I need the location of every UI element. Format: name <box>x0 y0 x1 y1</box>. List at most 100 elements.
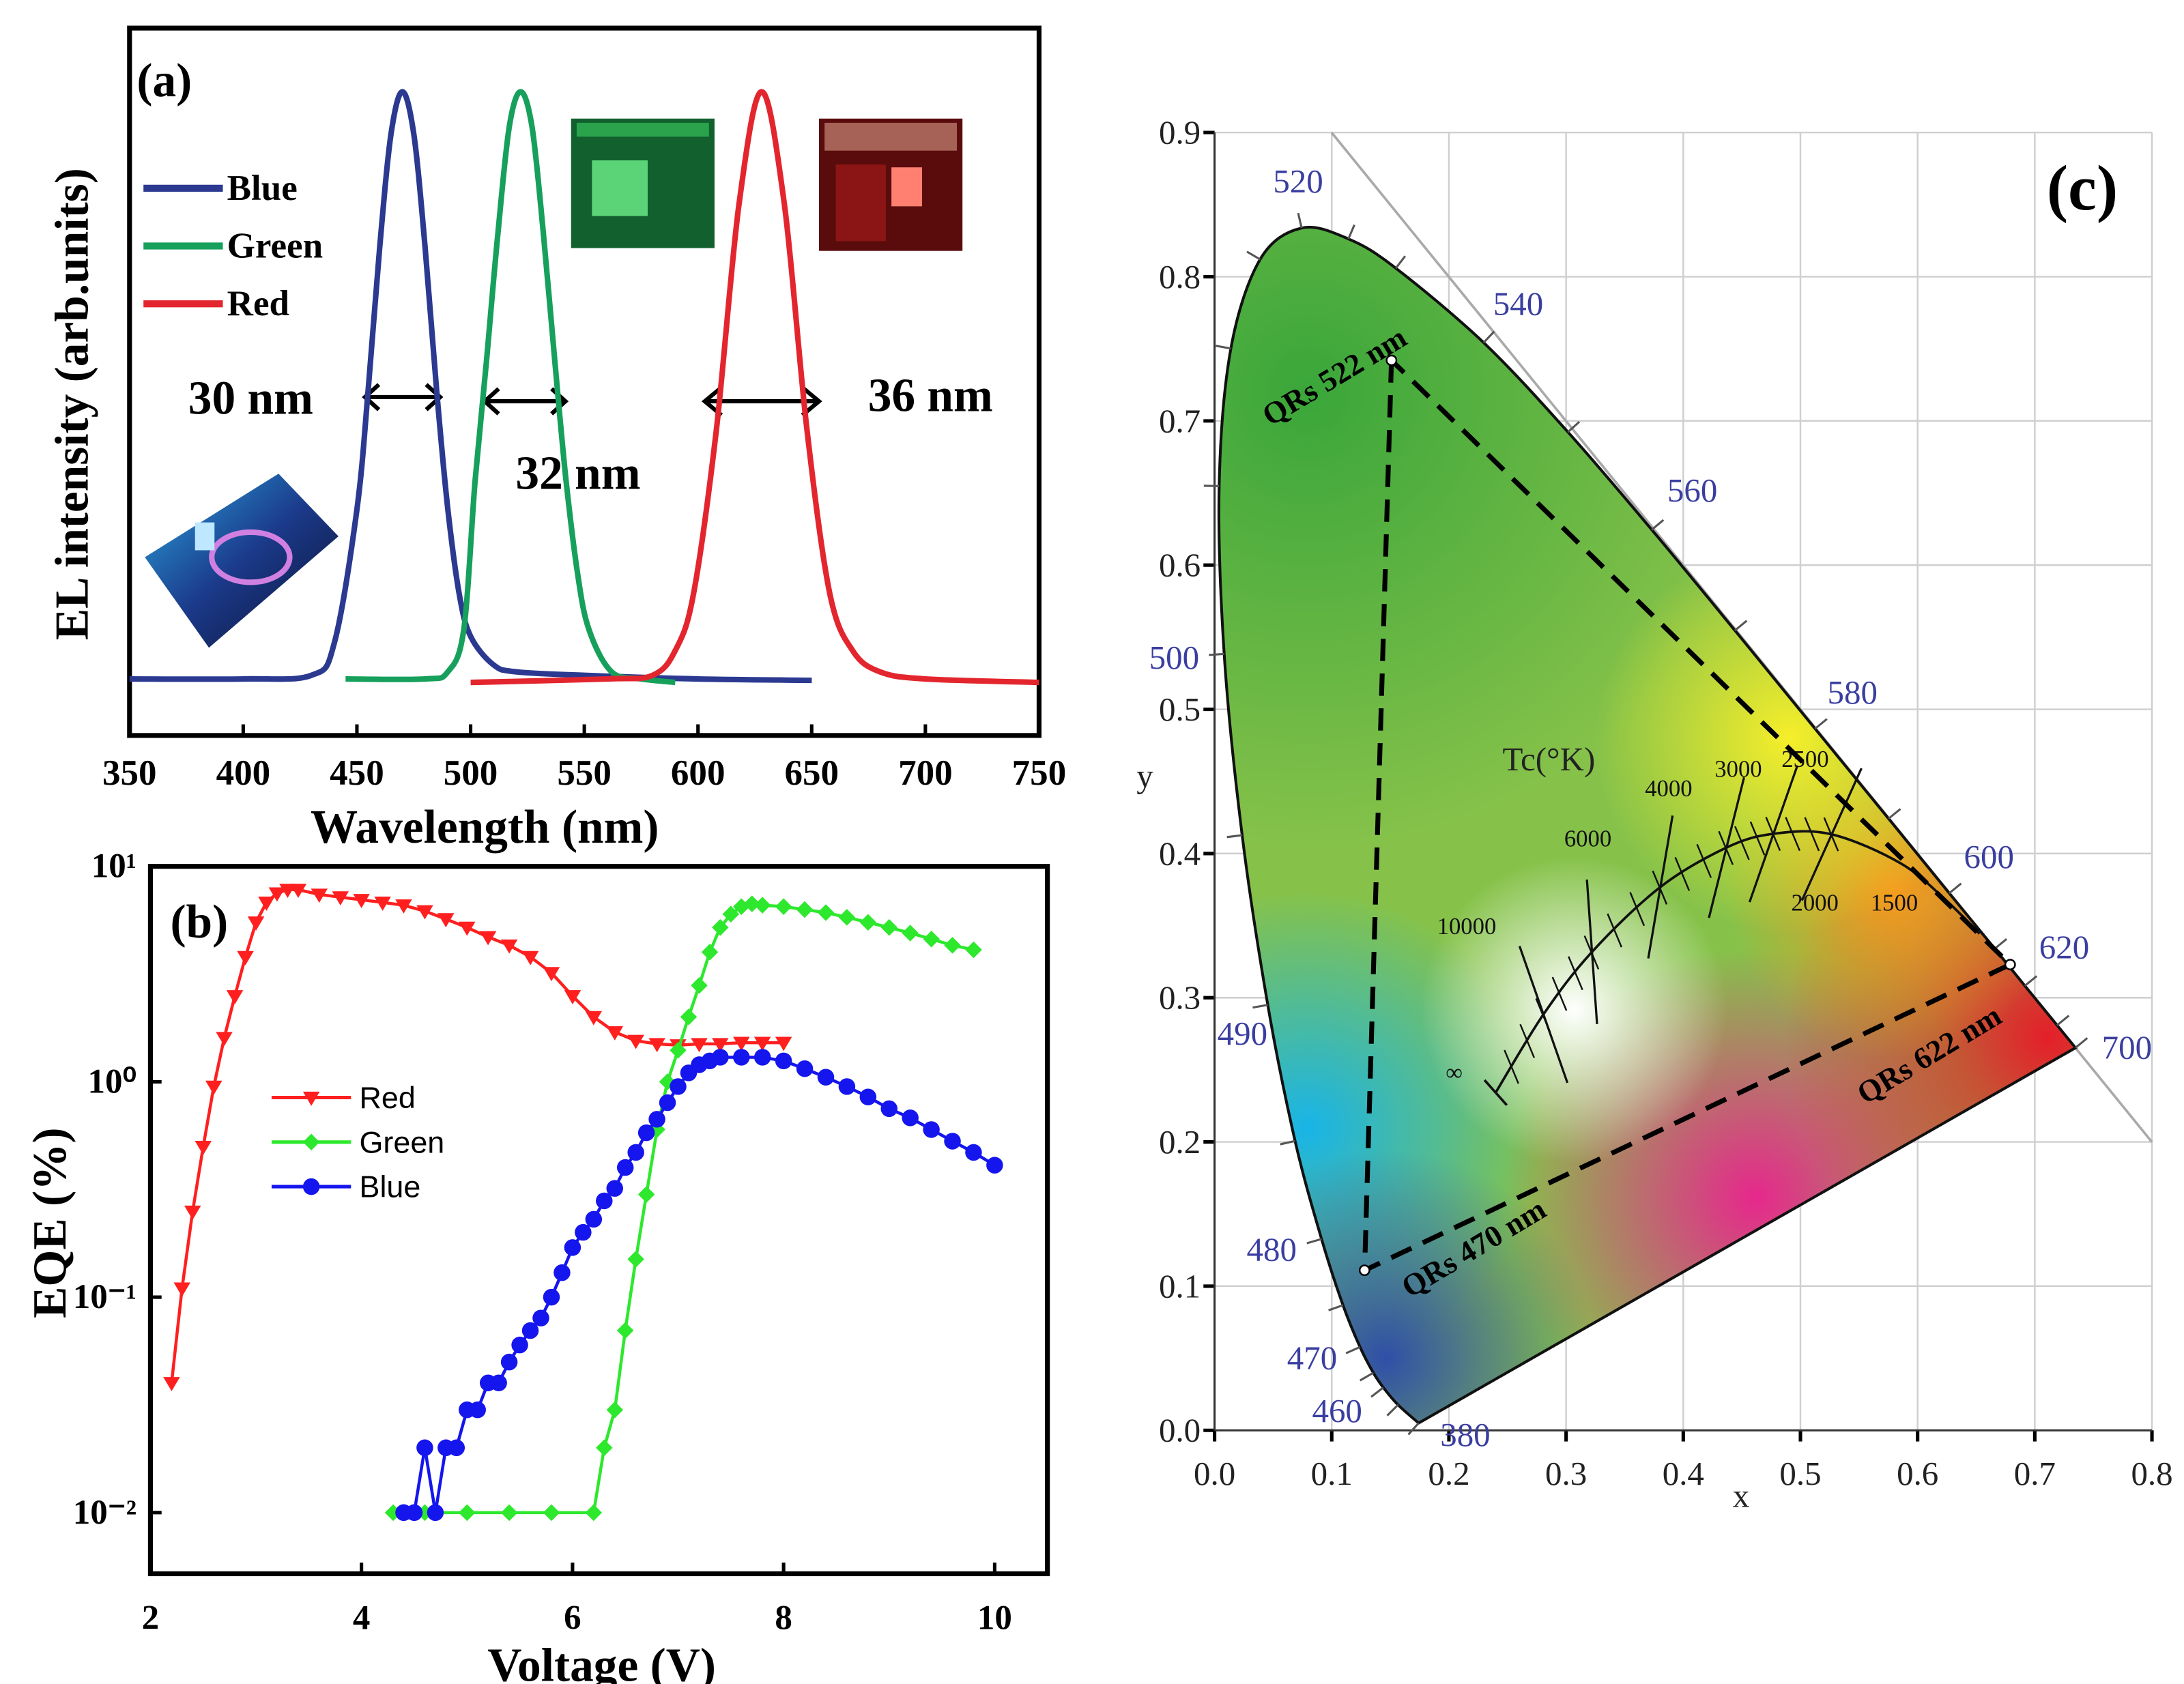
x-tick-label: 0.1 <box>1311 1455 1353 1492</box>
marker <box>638 1124 655 1141</box>
wavelength-label: 520 <box>1273 162 1323 200</box>
marker <box>511 1337 528 1353</box>
wavelength-label: 480 <box>1247 1230 1297 1268</box>
marker <box>586 1211 602 1228</box>
y-tick-label: 0.3 <box>1159 979 1201 1017</box>
y-tick-label: 0.4 <box>1159 834 1201 872</box>
wavelength-label: 540 <box>1493 285 1543 323</box>
legend-label: Blue <box>227 169 298 208</box>
marker <box>554 1264 570 1281</box>
marker <box>860 1088 876 1105</box>
panel-label: (a) <box>136 55 192 107</box>
x-tick-label: 0.3 <box>1545 1455 1587 1492</box>
annotation: 32 nm <box>515 448 640 500</box>
marker <box>881 1101 897 1117</box>
cct-label: 6000 <box>1564 825 1611 852</box>
x-tick-label: 10 <box>977 1599 1012 1638</box>
marker <box>923 1121 939 1137</box>
x-tick-label: 0.5 <box>1779 1455 1821 1492</box>
marker <box>965 1144 981 1161</box>
y-tick-label: 10⁰ <box>88 1062 136 1101</box>
x-tick-label: 0.7 <box>2014 1455 2056 1492</box>
wavelength-label: 700 <box>2102 1029 2152 1066</box>
y-tick-label: 10⁻¹ <box>73 1278 136 1316</box>
marker <box>617 1159 633 1176</box>
y-tick-label: 0.2 <box>1159 1123 1201 1161</box>
x-tick-label: 350 <box>102 753 157 793</box>
figure: 350400450500550600650700750(a)Wavelength… <box>0 0 2184 1684</box>
wavelength-label: 490 <box>1218 1015 1267 1052</box>
x-tick-label: 0.6 <box>1897 1455 1938 1492</box>
y-tick-label: 0.0 <box>1159 1412 1201 1449</box>
x-tick-label: 750 <box>1012 753 1067 793</box>
y-tick-label: 0.6 <box>1159 547 1201 584</box>
marker <box>839 1078 855 1094</box>
marker <box>606 1180 622 1196</box>
marker <box>754 1049 771 1065</box>
wavelength-label: 580 <box>1828 673 1878 711</box>
x-axis-label: x <box>1733 1477 1749 1515</box>
marker <box>543 1289 560 1305</box>
y-axis-label: EL intensity (arb.units) <box>46 168 99 640</box>
legend-label: Red <box>227 284 289 323</box>
marker <box>944 1133 960 1149</box>
marker <box>712 1049 728 1065</box>
y-tick-label: 10⁻² <box>73 1494 136 1532</box>
marker <box>406 1505 422 1521</box>
x-tick-label: 650 <box>784 753 839 793</box>
x-tick-label: 0.0 <box>1194 1455 1235 1492</box>
x-tick-label: 6 <box>564 1599 581 1638</box>
marker <box>564 1239 581 1255</box>
x-tick-label: 8 <box>775 1599 792 1638</box>
x-axis-label: Voltage (V) <box>487 1640 716 1684</box>
x-tick-label: 0.4 <box>1663 1455 1704 1492</box>
marker <box>902 1109 918 1126</box>
panel-label: (b) <box>170 896 228 948</box>
cct-label: 10000 <box>1437 913 1497 940</box>
marker <box>501 1354 517 1370</box>
y-tick-label: 0.5 <box>1159 691 1201 728</box>
wavelength-label: 380 <box>1440 1416 1490 1453</box>
marker <box>648 1111 665 1127</box>
photo-red <box>819 119 962 251</box>
wavelength-label: 620 <box>2039 929 2089 966</box>
y-tick-label: 0.8 <box>1159 258 1201 295</box>
y-tick-label: 0.1 <box>1159 1267 1201 1305</box>
marker <box>659 1094 676 1111</box>
wavelength-label: 560 <box>1667 471 1717 509</box>
x-tick-label: 0.2 <box>1428 1455 1469 1492</box>
y-axis-label: EQE (%) <box>24 1127 76 1318</box>
y-tick-label: 10¹ <box>91 847 136 886</box>
marker <box>427 1505 444 1521</box>
gamut-vertex <box>2005 959 2015 969</box>
legend-label: Green <box>227 227 323 266</box>
marker <box>303 1178 319 1195</box>
cct-title: Tc(°K) <box>1502 740 1595 778</box>
marker <box>532 1309 549 1326</box>
legend-label: Blue <box>360 1170 421 1204</box>
cct-label: ∞ <box>1446 1059 1463 1086</box>
gamut-vertex <box>1360 1266 1369 1275</box>
wavelength-label: 600 <box>1964 838 2014 875</box>
x-tick-label: 550 <box>557 753 612 793</box>
x-tick-label: 0.8 <box>2131 1455 2172 1492</box>
cct-label: 2000 <box>1791 889 1838 916</box>
marker <box>986 1157 1003 1173</box>
x-tick-label: 700 <box>898 753 953 793</box>
marker <box>733 1049 749 1065</box>
y-axis-label: y <box>1136 757 1153 795</box>
wavelength-label: 460 <box>1312 1392 1362 1429</box>
cct-label: 3000 <box>1714 755 1762 782</box>
marker <box>627 1144 644 1161</box>
x-tick-label: 400 <box>216 753 271 793</box>
annotation: 36 nm <box>868 369 993 422</box>
marker <box>469 1402 485 1418</box>
marker <box>416 1440 433 1456</box>
wavelength-label: 470 <box>1287 1339 1337 1377</box>
legend-label: Red <box>360 1080 416 1115</box>
marker <box>448 1440 465 1456</box>
marker <box>818 1069 834 1085</box>
x-tick-label: 2 <box>142 1599 160 1638</box>
panel-label: (c) <box>2047 153 2118 224</box>
x-axis-label: Wavelength (nm) <box>311 801 659 854</box>
